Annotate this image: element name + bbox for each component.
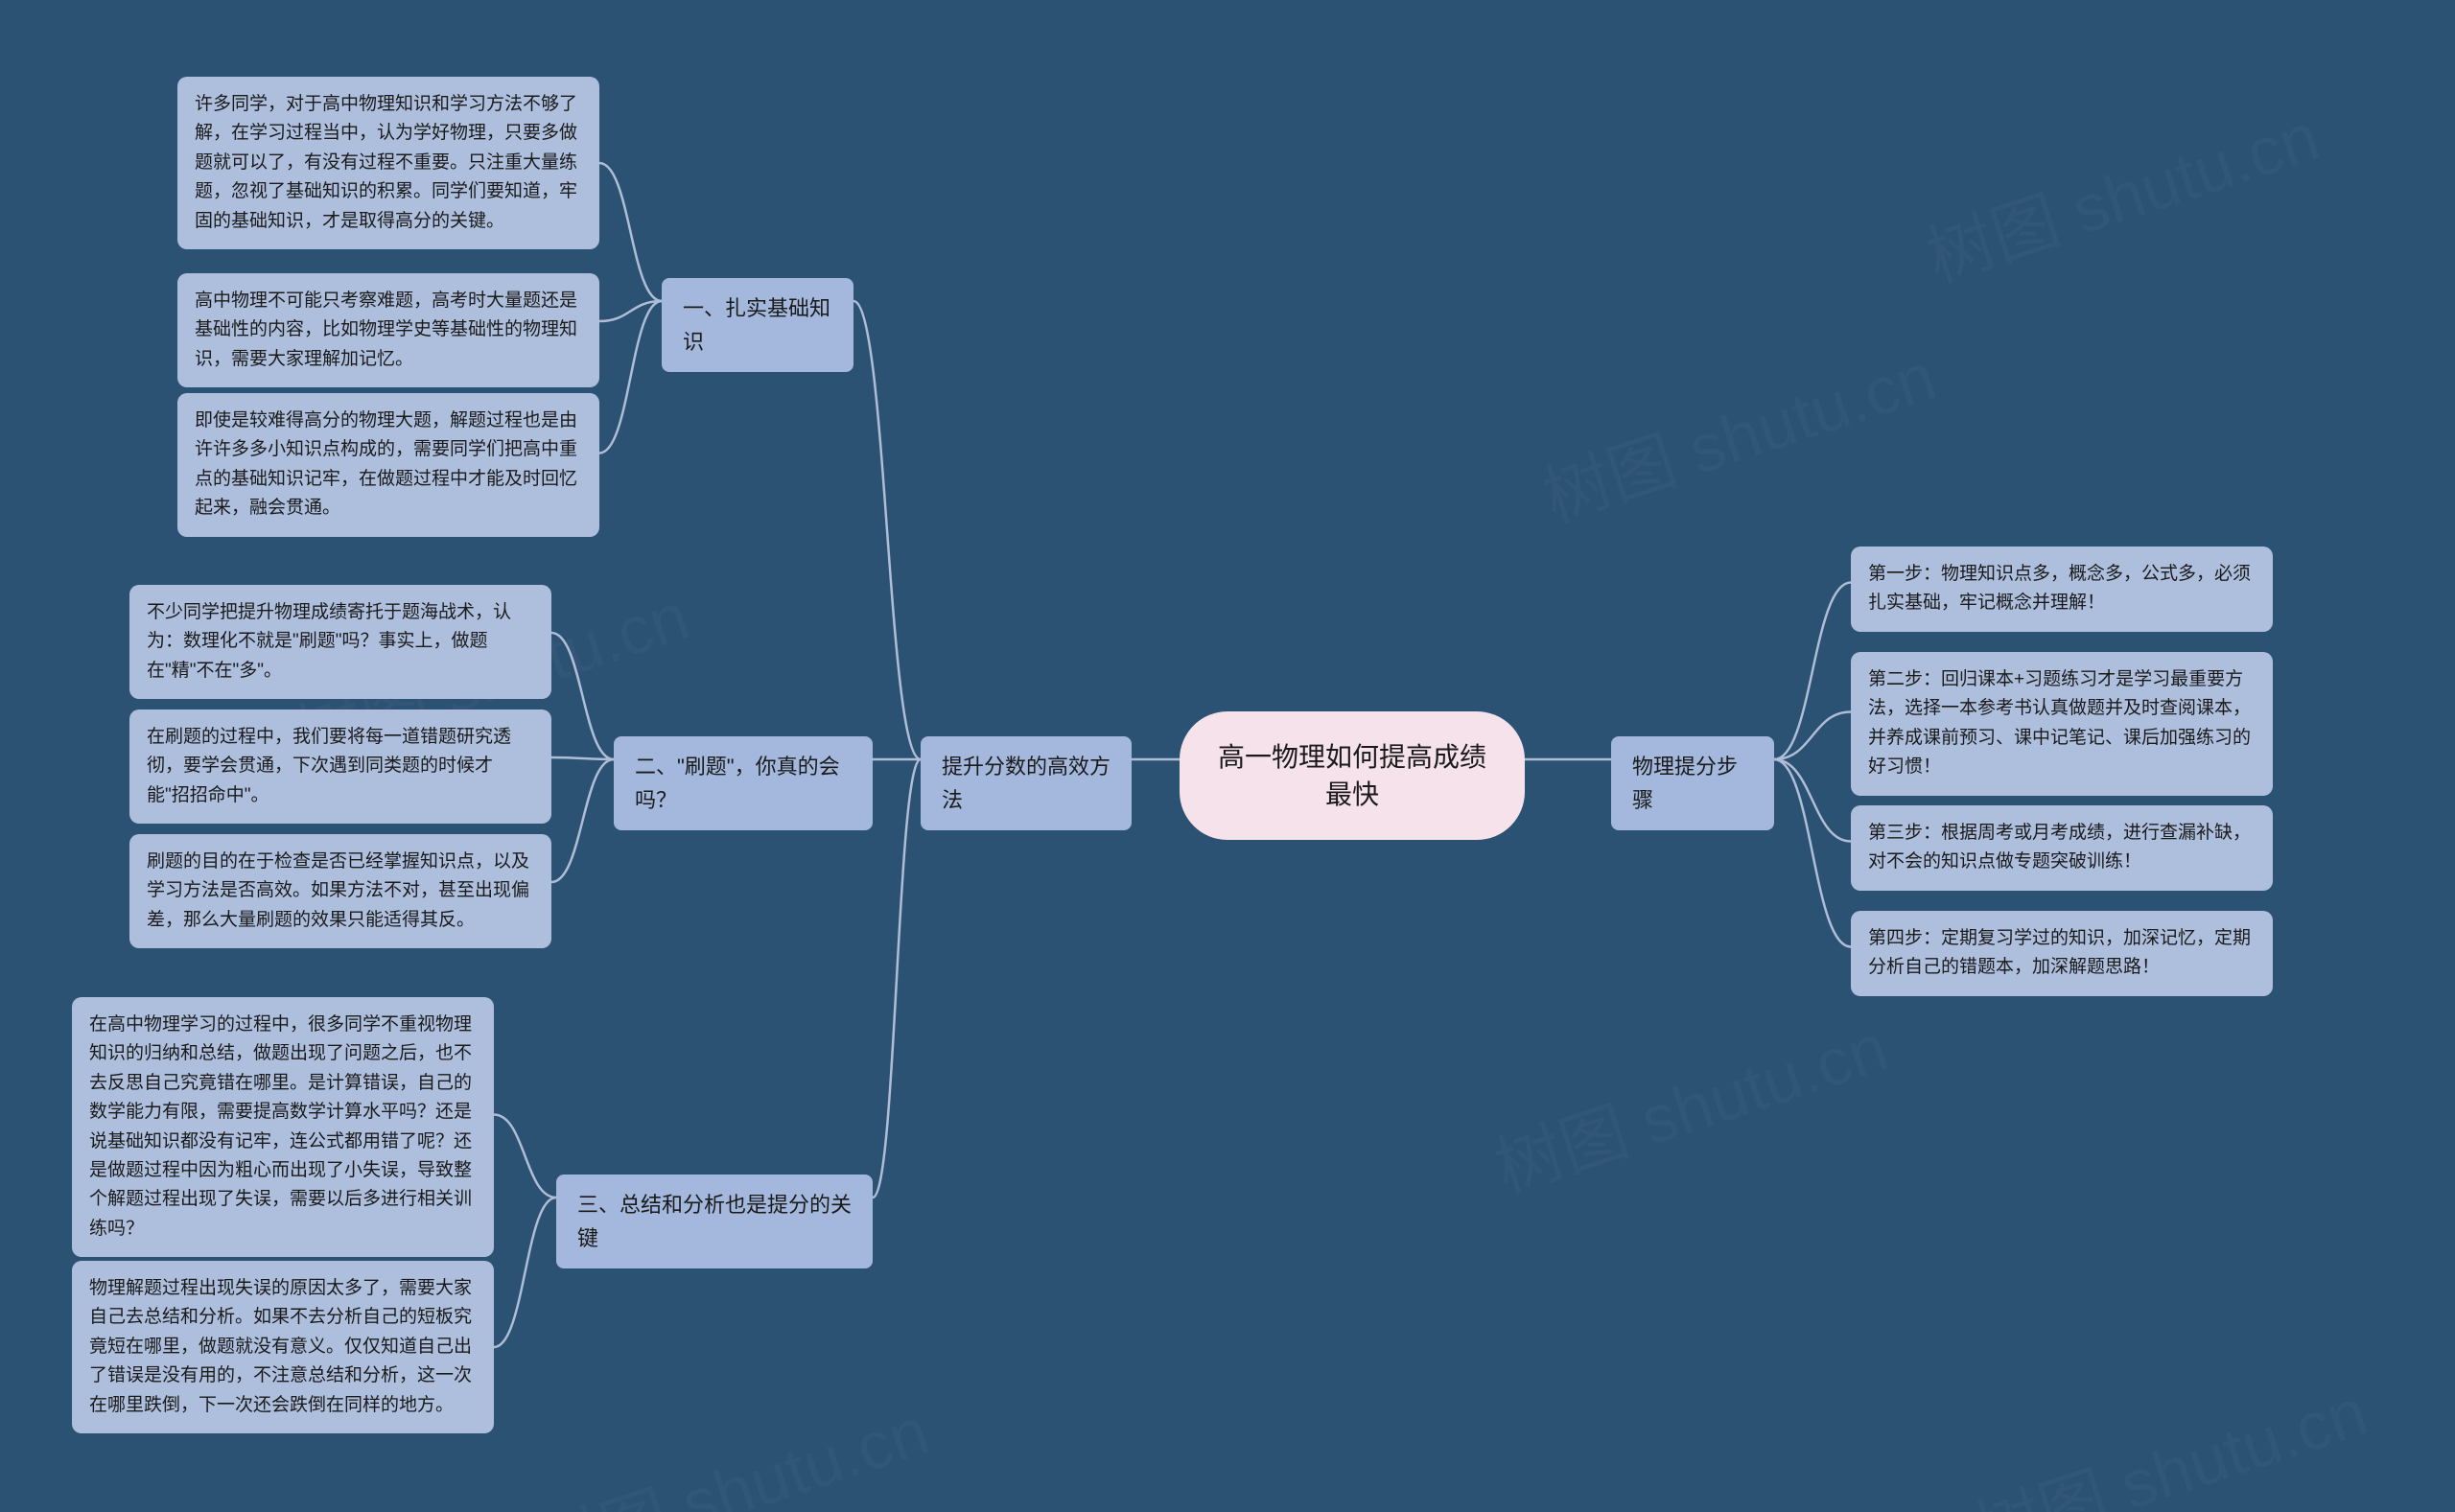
left-leaf-0-0: 许多同学，对于高中物理知识和学习方法不够了解，在学习过程当中，认为学好物理，只要… xyxy=(177,77,599,249)
left-sub-1: 二、"刷题"，你真的会吗？ xyxy=(614,736,873,830)
right-branch: 物理提分步骤 xyxy=(1611,736,1774,830)
watermark: 树图 shutu.cn xyxy=(1961,1359,2378,1512)
right-leaf-3: 第四步：定期复习学过的知识，加深记忆，定期分析自己的错题本，加深解题思路！ xyxy=(1851,911,2273,996)
watermark: 树图 shutu.cn xyxy=(1482,994,1899,1212)
left-leaf-0-2: 即使是较难得高分的物理大题，解题过程也是由许许多多小知识点构成的，需要同学们把高… xyxy=(177,393,599,537)
right-leaf-1: 第二步：回归课本+习题练习才是学习最重要方法，选择一本参考书认真做题并及时查阅课… xyxy=(1851,652,2273,796)
left-sub-2: 三、总结和分析也是提分的关键 xyxy=(556,1175,873,1268)
watermark: 树图 shutu.cn xyxy=(523,1378,940,1512)
watermark: 树图 shutu.cn xyxy=(1913,83,2330,301)
left-leaf-1-2: 刷题的目的在于检查是否已经掌握知识点，以及学习方法是否高效。如果方法不对，甚至出… xyxy=(129,834,551,948)
right-leaf-0: 第一步：物理知识点多，概念多，公式多，必须扎实基础，牢记概念并理解！ xyxy=(1851,547,2273,632)
left-leaf-2-1: 物理解题过程出现失误的原因太多了，需要大家自己去总结和分析。如果不去分析自己的短… xyxy=(72,1261,494,1433)
left-leaf-2-0: 在高中物理学习的过程中，很多同学不重视物理知识的归纳和总结，做题出现了问题之后，… xyxy=(72,997,494,1257)
root-node: 高一物理如何提高成绩最快 xyxy=(1180,711,1525,840)
right-leaf-2: 第三步：根据周考或月考成绩，进行查漏补缺，对不会的知识点做专题突破训练！ xyxy=(1851,805,2273,891)
left-leaf-1-0: 不少同学把提升物理成绩寄托于题海战术，认为：数理化不就是"刷题"吗？事实上，做题… xyxy=(129,585,551,699)
left-sub-0: 一、扎实基础知识 xyxy=(662,278,853,372)
left-branch: 提升分数的高效方法 xyxy=(921,736,1132,830)
watermark: 树图 shutu.cn xyxy=(1530,323,1947,541)
left-leaf-1-1: 在刷题的过程中，我们要将每一道错题研究透彻，要学会贯通，下次遇到同类题的时候才能… xyxy=(129,709,551,824)
left-leaf-0-1: 高中物理不可能只考察难题，高考时大量题还是基础性的内容，比如物理学史等基础性的物… xyxy=(177,273,599,387)
